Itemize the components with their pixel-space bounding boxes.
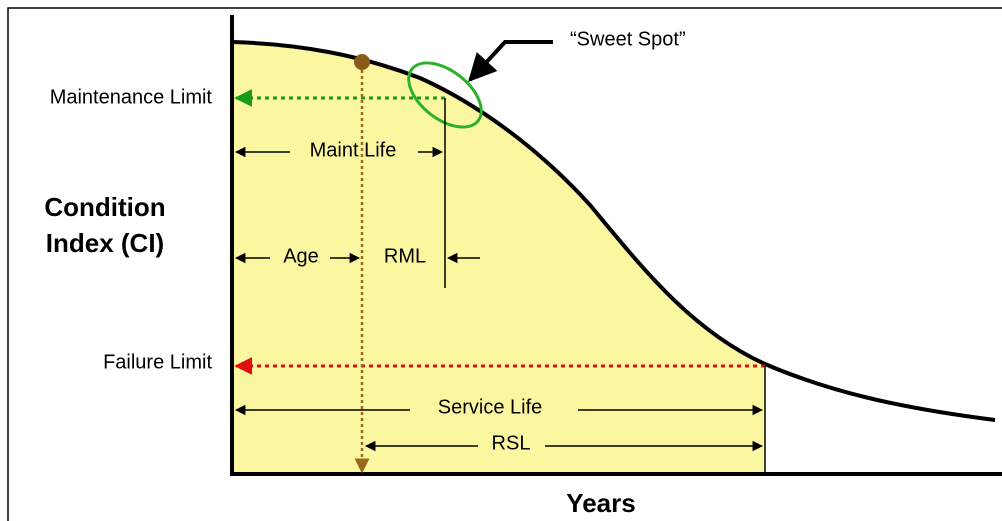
rsl-label: RSL xyxy=(492,432,531,454)
frame xyxy=(7,7,1002,521)
failure-limit-label: Failure Limit xyxy=(103,351,212,373)
maint-life-label: Maint Life xyxy=(310,139,397,161)
y-axis-label: Index (CI) xyxy=(46,228,164,258)
y-axis-label: Condition xyxy=(44,192,165,222)
area-fill xyxy=(232,42,765,474)
sweet-spot-label: “Sweet Spot” xyxy=(570,28,686,50)
callout xyxy=(468,40,553,83)
maintenance-limit-label: Maintenance Limit xyxy=(50,86,213,108)
current-point xyxy=(354,54,370,70)
service-life-label: Service Life xyxy=(438,396,543,418)
age-label: Age xyxy=(283,245,319,267)
sweet-spot-ellipse xyxy=(407,61,483,129)
dimension-lines xyxy=(234,146,764,452)
x-axis-label: Years xyxy=(566,488,635,518)
rml-label: RML xyxy=(384,245,426,267)
condition-curve xyxy=(231,40,996,422)
